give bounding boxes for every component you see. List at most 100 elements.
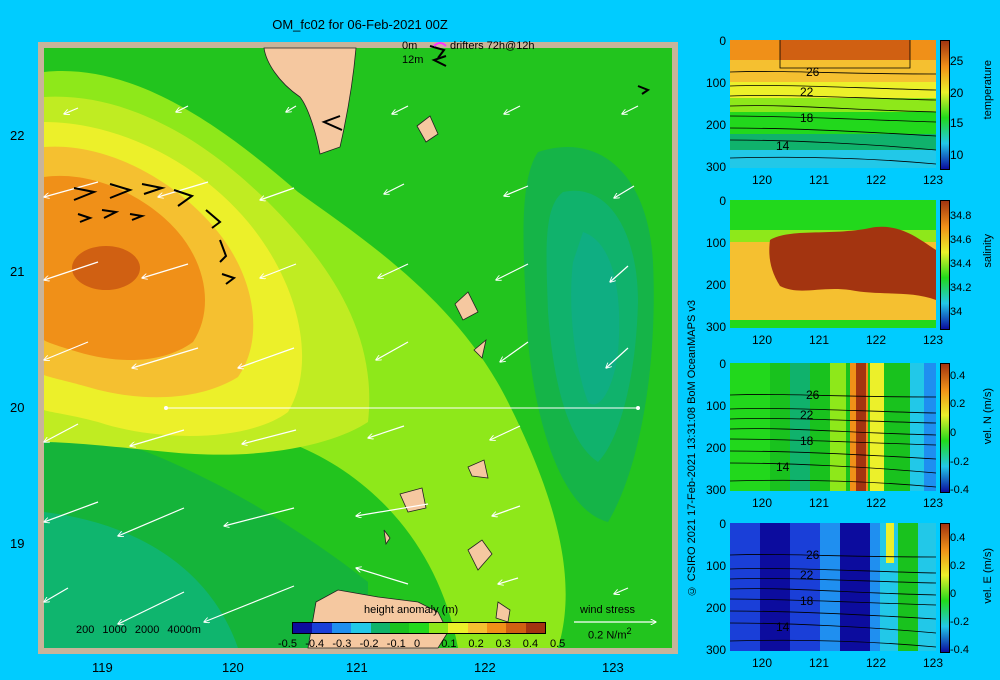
colorbar-tick: 0.5 xyxy=(550,638,566,650)
contour-label: 22 xyxy=(800,85,814,99)
cb-tick: 0.4 xyxy=(950,370,966,382)
contour-label: 14 xyxy=(776,620,790,634)
height-anomaly-map xyxy=(38,42,678,654)
contour-label: 14 xyxy=(776,460,790,474)
colorbar-ticks: -0.5 -0.4 -0.3 -0.2 -0.1 0 0.1 0.2 0.3 0.4 0.5 xyxy=(278,638,565,652)
map-title: OM_fc02 for 06-Feb-2021 00Z xyxy=(272,17,448,32)
colorbar-segment xyxy=(331,623,352,633)
bathymetry-legend: 200 1000 2000 4000m xyxy=(76,624,201,636)
lon-tick: 123 xyxy=(923,656,944,670)
contour-label: 22 xyxy=(800,408,814,422)
lon-tick: 122 xyxy=(866,173,887,187)
lon-tick: 123 xyxy=(923,333,944,347)
depth-tick: 0 xyxy=(719,357,726,371)
height-anomaly-colorbar xyxy=(292,622,546,634)
colorbar-title: height anomaly (m) xyxy=(364,604,459,616)
temperature-panel: 26 22 18 14 xyxy=(730,40,936,168)
depth-tick: 200 xyxy=(705,601,726,615)
colorbar-tick: -0.1 xyxy=(386,638,406,650)
wind-stress-label: wind stress xyxy=(580,604,636,616)
lat-tick: 20 xyxy=(10,400,25,415)
colorbar-segment xyxy=(467,623,487,633)
depth-tick: 100 xyxy=(705,559,726,573)
cb-tick: 0.4 xyxy=(950,532,966,544)
height-anomaly-field xyxy=(44,48,672,648)
colorbar-segment xyxy=(351,623,371,633)
colorbar-segment xyxy=(486,623,507,633)
cb-tick: -0.4 xyxy=(950,484,969,496)
depth-tick: 200 xyxy=(705,278,726,292)
contour-label: 26 xyxy=(806,548,820,562)
vel-e-colorbar xyxy=(940,523,950,653)
drifter-legend-symbols xyxy=(431,42,447,67)
contour-label: 14 xyxy=(776,139,790,153)
colorbar-tick: -0.5 xyxy=(278,638,297,650)
depth-tick: 0 xyxy=(719,194,726,208)
lon-tick: 120 xyxy=(752,496,773,510)
lon-tick: 122 xyxy=(866,656,887,670)
colorbar-tick: -0.3 xyxy=(332,638,352,650)
drifter-depth-label-bottom: 12m xyxy=(402,54,424,66)
panel-label: temperature xyxy=(982,60,994,120)
wind-stress-scale: 0.2 N/m2 xyxy=(588,626,632,642)
cb-tick: 0 xyxy=(950,588,957,600)
colorbar-tick: 0.4 xyxy=(522,638,539,650)
cb-tick: -0.4 xyxy=(950,644,969,656)
colorbar-tick: 0.3 xyxy=(495,638,511,650)
contour-label: 26 xyxy=(806,388,820,402)
wind-stress-arrows xyxy=(44,105,639,624)
vel-e-panel: 26 22 18 14 xyxy=(730,523,936,651)
cb-tick: -0.2 xyxy=(950,616,969,628)
contour-label: 18 xyxy=(800,594,814,608)
colorbar-segment xyxy=(293,623,313,633)
temperature-colorbar xyxy=(940,40,950,170)
depth-tick: 100 xyxy=(705,76,726,90)
colorbar-tick: 0.1 xyxy=(441,638,457,650)
panel-label: vel. N (m/s) xyxy=(982,388,994,445)
colorbar-tick: -0.2 xyxy=(359,638,379,650)
lon-tick: 121 xyxy=(809,496,830,510)
cb-tick: 34.4 xyxy=(950,258,972,270)
lon-tick: 121 xyxy=(809,333,830,347)
colorbar-segment xyxy=(428,623,449,633)
bathy-label: 1000 xyxy=(102,624,127,636)
depth-tick: 100 xyxy=(705,236,726,250)
salinity-colorbar xyxy=(940,200,950,330)
salinity-panel xyxy=(730,200,936,328)
panel-label: vel. E (m/s) xyxy=(982,548,994,604)
colorbar-segment xyxy=(389,623,410,633)
depth-tick: 100 xyxy=(705,399,726,413)
lon-tick: 119 xyxy=(92,660,113,675)
cb-tick: -0.2 xyxy=(950,456,969,468)
drifter-tracks xyxy=(73,45,651,285)
lat-tick: 19 xyxy=(10,536,25,551)
lon-tick: 123 xyxy=(923,173,944,187)
colorbar-tick: 0.2 xyxy=(468,638,484,650)
lon-tick: 121 xyxy=(346,660,368,675)
lon-tick: 123 xyxy=(602,660,624,675)
cb-tick: 34.2 xyxy=(950,282,972,294)
bathy-label: 200 xyxy=(76,624,95,636)
lon-tick: 121 xyxy=(809,173,830,187)
colorbar-segment xyxy=(370,623,390,633)
lon-tick: 122 xyxy=(866,333,887,347)
cb-tick: 0 xyxy=(950,427,957,439)
lon-tick: 122 xyxy=(866,496,887,510)
cb-tick: 34 xyxy=(950,306,963,318)
drifter-depth-label-top: 0m xyxy=(402,40,418,52)
cb-tick: 25 xyxy=(950,54,964,68)
depth-tick: 300 xyxy=(705,320,726,334)
cb-tick: 0.2 xyxy=(950,398,966,410)
depth-tick: 300 xyxy=(705,483,726,497)
vel-n-panel: 26 22 18 14 xyxy=(730,363,936,491)
lon-tick: 122 xyxy=(474,660,496,675)
depth-tick: 300 xyxy=(705,643,726,657)
depth-tick: 0 xyxy=(719,34,726,48)
panel-label: salinity xyxy=(982,234,994,268)
colorbar-segment xyxy=(525,623,546,633)
bathy-label: 2000 xyxy=(134,624,160,636)
vel-n-colorbar xyxy=(940,363,950,493)
drifter-legend-text: drifters 72h@12h xyxy=(450,40,535,52)
cb-tick: 10 xyxy=(950,148,964,162)
cb-tick: 0.2 xyxy=(950,560,966,572)
